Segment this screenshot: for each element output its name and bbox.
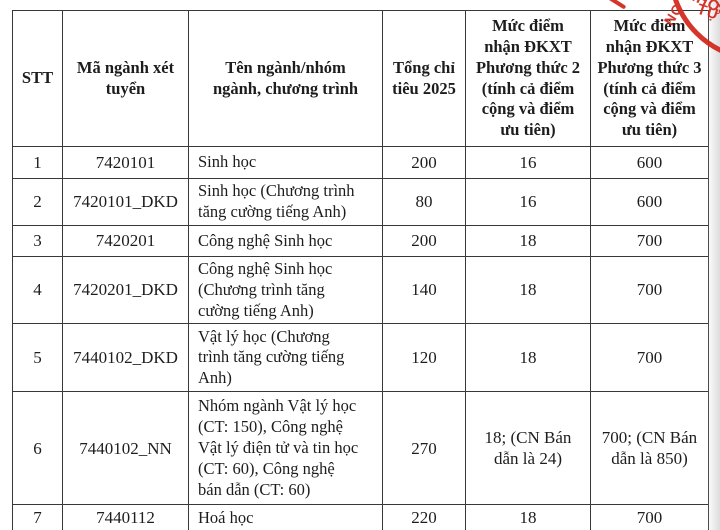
- cell-name: Hoá học: [188, 504, 383, 530]
- cell-method3: 600: [590, 146, 709, 179]
- cell-method3: 700: [590, 255, 709, 325]
- cell-name: Sinh học: [188, 146, 383, 179]
- cell-method2: 18: [465, 255, 591, 325]
- cell-code: 7440102_DKD: [62, 323, 189, 393]
- admission-quota-table: STT Mã ngành xét tuyển Tên ngành/nhóm ng…: [12, 10, 709, 530]
- col-header-quota: Tổng chỉ tiêu 2025: [382, 10, 466, 147]
- cell-stt: 6: [12, 391, 63, 506]
- table-row: 3 7420201 Công nghệ Sinh học 200 18 700: [12, 225, 709, 257]
- cell-code: 7440112: [62, 504, 189, 530]
- cell-method2: 18: [465, 225, 591, 257]
- cell-code: 7440102_NN: [62, 391, 189, 506]
- col-header-code: Mã ngành xét tuyển: [62, 10, 189, 147]
- col-header-stt: STT: [12, 10, 63, 147]
- table-row: 2 7420101_DKD Sinh học (Chương trình tăn…: [12, 178, 709, 226]
- cell-name: Vật lý học (Chương trình tăng cường tiến…: [188, 323, 383, 393]
- table-row: 7 7440112 Hoá học 220 18 700: [12, 504, 709, 530]
- cell-quota: 120: [382, 323, 466, 393]
- cell-quota: 200: [382, 225, 466, 257]
- cell-method3: 600: [590, 178, 709, 226]
- cell-code: 7420101_DKD: [62, 178, 189, 226]
- table-row: 4 7420201_DKD Công nghệ Sinh học (Chương…: [12, 255, 709, 325]
- cell-method2: 18: [465, 504, 591, 530]
- cell-stt: 3: [12, 225, 63, 257]
- table-header-row: STT Mã ngành xét tuyển Tên ngành/nhóm ng…: [12, 10, 709, 147]
- cell-quota: 200: [382, 146, 466, 179]
- cell-code: 7420201_DKD: [62, 255, 189, 325]
- cell-quota: 270: [382, 391, 466, 506]
- cell-method2: 16: [465, 178, 591, 226]
- cell-method3: 700: [590, 225, 709, 257]
- cell-name: Nhóm ngành Vật lý học (CT: 150), Công ng…: [188, 391, 383, 506]
- cell-method3: 700: [590, 323, 709, 393]
- cell-stt: 7: [12, 504, 63, 530]
- cell-stt: 2: [12, 178, 63, 226]
- cell-method2: 18; (CN Bán dẫn là 24): [465, 391, 591, 506]
- col-header-method3: Mức điểm nhận ĐKXT Phương thức 3 (tính c…: [590, 10, 709, 147]
- cell-name: Công nghệ Sinh học: [188, 225, 383, 257]
- cell-method2: 18: [465, 323, 591, 393]
- cell-method3: 700: [590, 504, 709, 530]
- cell-quota: 220: [382, 504, 466, 530]
- cell-stt: 5: [12, 323, 63, 393]
- cell-stt: 1: [12, 146, 63, 179]
- cell-quota: 140: [382, 255, 466, 325]
- cell-method2: 16: [465, 146, 591, 179]
- col-header-name: Tên ngành/nhóm ngành, chương trình: [188, 10, 383, 147]
- table-row: 6 7440102_NN Nhóm ngành Vật lý học (CT: …: [12, 391, 709, 506]
- cell-code: 7420201: [62, 225, 189, 257]
- cell-method3: 700; (CN Bán dẫn là 850): [590, 391, 709, 506]
- cell-name: Sinh học (Chương trình tăng cường tiếng …: [188, 178, 383, 226]
- table-row: 1 7420101 Sinh học 200 16 600: [12, 146, 709, 179]
- cell-name: Công nghệ Sinh học (Chương trình tăng cư…: [188, 255, 383, 325]
- cell-quota: 80: [382, 178, 466, 226]
- cell-stt: 4: [12, 255, 63, 325]
- col-header-method2: Mức điểm nhận ĐKXT Phương thức 2 (tính c…: [465, 10, 591, 147]
- cell-code: 7420101: [62, 146, 189, 179]
- stamp-arc-fragment-icon: [605, 0, 627, 10]
- table-row: 5 7440102_DKD Vật lý học (Chương trình t…: [12, 323, 709, 393]
